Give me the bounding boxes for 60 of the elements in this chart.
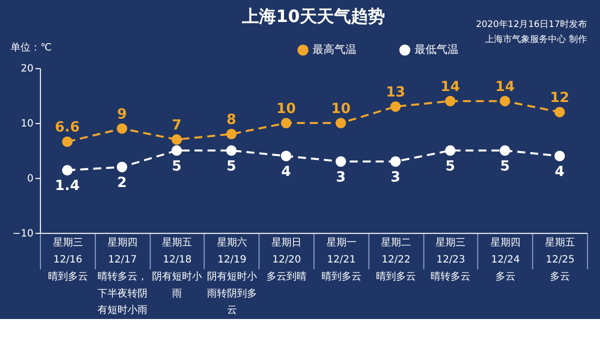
y-tick-label: 10 (20, 118, 34, 130)
y-tick-label: 20 (20, 64, 34, 75)
data-label: 7 (172, 118, 182, 134)
y-axis-title: 单位：℃ (10, 42, 52, 54)
point (336, 156, 346, 167)
point (226, 145, 237, 156)
point (280, 118, 292, 128)
data-label: 5 (445, 158, 456, 174)
data-label: 9 (117, 106, 127, 123)
point (390, 101, 401, 112)
x-tick-label: 星期日 12/20 多云到晴 (266, 236, 307, 282)
point (554, 106, 565, 118)
point (500, 96, 510, 106)
point (445, 145, 456, 156)
point (280, 150, 292, 162)
text: 2020年12月16日17时发布 (476, 19, 588, 30)
legend-label: 最高气温 (312, 43, 356, 56)
point (116, 162, 128, 172)
x-tick-label: 星期三 12/23 晴转多云 (430, 236, 471, 282)
legend-label: 最低气温 (414, 43, 458, 56)
data-label: 13 (386, 84, 406, 101)
data-label: 6.6 (54, 120, 80, 136)
data-label: 3 (336, 169, 346, 186)
data-label: 10 (276, 101, 296, 118)
y-tick-label: 0 (27, 173, 34, 184)
x-tick-label: 星期四 12/24 多云 (490, 236, 520, 282)
data-label: 5 (226, 158, 236, 174)
point (171, 145, 182, 156)
x-tick-label: 星期二 12/22 晴到多云 (376, 236, 416, 282)
x-tick-label: 星期四 12/17 晴转多云，下半夜转阴有短时小雨 (97, 236, 148, 316)
point (390, 156, 401, 167)
point (116, 123, 128, 134)
data-label: 8 (226, 112, 236, 128)
x-tick-label: 星期六 12/19 阴有短时小雨转阴到多云 (206, 236, 257, 316)
data-label: 1.4 (54, 178, 80, 194)
point (500, 145, 510, 156)
data-label: 12 (550, 90, 570, 106)
point (554, 150, 565, 162)
data-label: 3 (390, 169, 400, 186)
data-label: 10 (331, 101, 351, 118)
data-label: 14 (495, 79, 515, 96)
data-label: 4 (281, 164, 292, 180)
x-tick-label: 星期五 12/25 多云 (545, 236, 576, 282)
point (445, 96, 456, 106)
y-tick-label: −10 (12, 228, 34, 240)
data-label: 14 (440, 79, 460, 96)
data-label: 2 (117, 174, 127, 191)
point (171, 134, 182, 145)
text: 上海市气象服务中心 制作 (485, 34, 588, 46)
data-label: 5 (172, 158, 182, 174)
x-tick-label: 星期一 12/21 晴到多云 (321, 236, 362, 282)
x-tick-label: 星期三 12/16 晴到多云 (48, 236, 88, 282)
point (62, 136, 73, 147)
point (226, 128, 237, 140)
data-label: 4 (554, 164, 565, 180)
x-tick-label: 星期五 12/18 阴有短时小雨 (152, 236, 202, 300)
chart-title: 上海10天天气趋势 (241, 7, 385, 28)
data-label: 5 (500, 158, 510, 174)
point (62, 165, 73, 176)
point (336, 118, 346, 128)
